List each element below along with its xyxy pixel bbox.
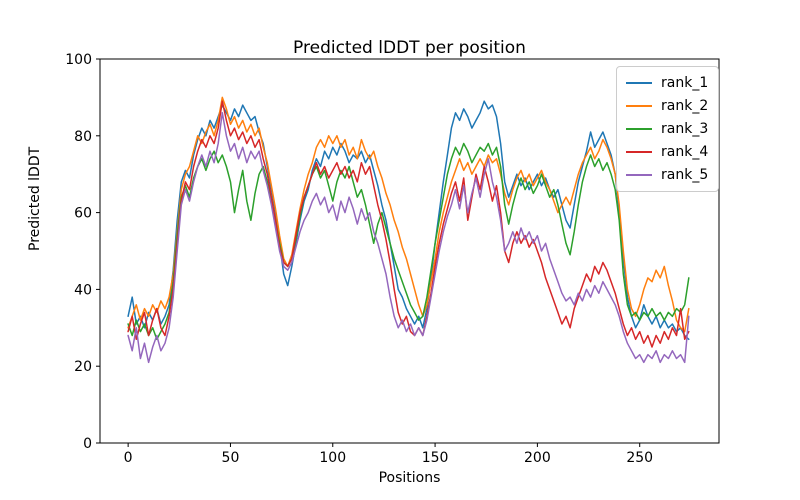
legend-label: rank_4 xyxy=(661,144,709,160)
legend-line-sample xyxy=(626,105,652,107)
legend-entry-rank_1: rank_1 xyxy=(626,74,708,92)
x-tick-label: 200 xyxy=(524,450,551,466)
legend: rank_1 rank_2 rank_3 rank_4 rank_5 xyxy=(616,66,720,192)
x-tick-label: 0 xyxy=(124,450,133,466)
series-line-rank_3 xyxy=(127,142,690,341)
x-tick-label: 50 xyxy=(222,450,240,466)
x-tick-label: 150 xyxy=(422,450,449,466)
legend-entry-rank_3: rank_3 xyxy=(626,120,708,138)
legend-entry-rank_5: rank_5 xyxy=(626,166,708,184)
x-tick-label: 250 xyxy=(626,450,653,466)
y-tick-label: 20 xyxy=(74,359,92,375)
x-tick-label: 100 xyxy=(319,450,346,466)
x-axis-label: Positions xyxy=(378,470,441,486)
chart-title: Predicted lDDT per position xyxy=(293,38,526,58)
series-line-rank_1 xyxy=(127,100,690,341)
y-tick-label: 40 xyxy=(74,282,92,298)
y-tick-label: 100 xyxy=(65,52,92,68)
series-line-rank_4 xyxy=(127,100,690,348)
legend-line-sample xyxy=(626,151,652,153)
series-line-rank_5 xyxy=(127,112,690,364)
legend-line-sample xyxy=(626,82,652,84)
series-lines xyxy=(127,96,690,364)
plot-frame xyxy=(99,58,720,444)
axis-ticks: 0 50 100 150 200 250 0 20 40 60 80 100 xyxy=(65,52,653,466)
legend-line-sample xyxy=(626,128,652,130)
y-tick-label: 0 xyxy=(83,436,92,452)
y-tick-label: 60 xyxy=(74,206,92,222)
legend-label: rank_2 xyxy=(661,98,709,114)
series-line-rank_2 xyxy=(127,96,690,333)
legend-entry-rank_4: rank_4 xyxy=(626,143,708,161)
legend-label: rank_5 xyxy=(661,167,709,183)
legend-line-sample xyxy=(626,174,652,176)
legend-entry-rank_2: rank_2 xyxy=(626,97,708,115)
y-tick-label: 80 xyxy=(74,129,92,145)
legend-label: rank_1 xyxy=(661,75,709,91)
legend-label: rank_3 xyxy=(661,121,709,137)
